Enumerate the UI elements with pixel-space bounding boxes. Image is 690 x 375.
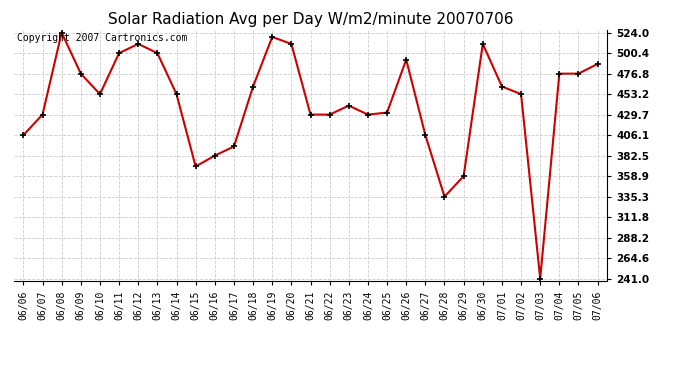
Title: Solar Radiation Avg per Day W/m2/minute 20070706: Solar Radiation Avg per Day W/m2/minute … — [108, 12, 513, 27]
Text: Copyright 2007 Cartronics.com: Copyright 2007 Cartronics.com — [17, 33, 187, 42]
